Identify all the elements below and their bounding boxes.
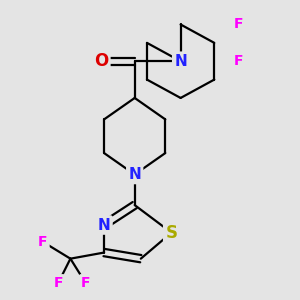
Text: N: N bbox=[128, 167, 141, 182]
Text: F: F bbox=[81, 276, 91, 290]
Text: O: O bbox=[94, 52, 108, 70]
Text: N: N bbox=[174, 54, 187, 69]
Text: N: N bbox=[98, 218, 110, 232]
Text: F: F bbox=[234, 17, 244, 32]
Text: S: S bbox=[165, 224, 177, 242]
Text: F: F bbox=[234, 54, 244, 68]
Text: F: F bbox=[38, 235, 48, 249]
Text: F: F bbox=[53, 276, 63, 290]
